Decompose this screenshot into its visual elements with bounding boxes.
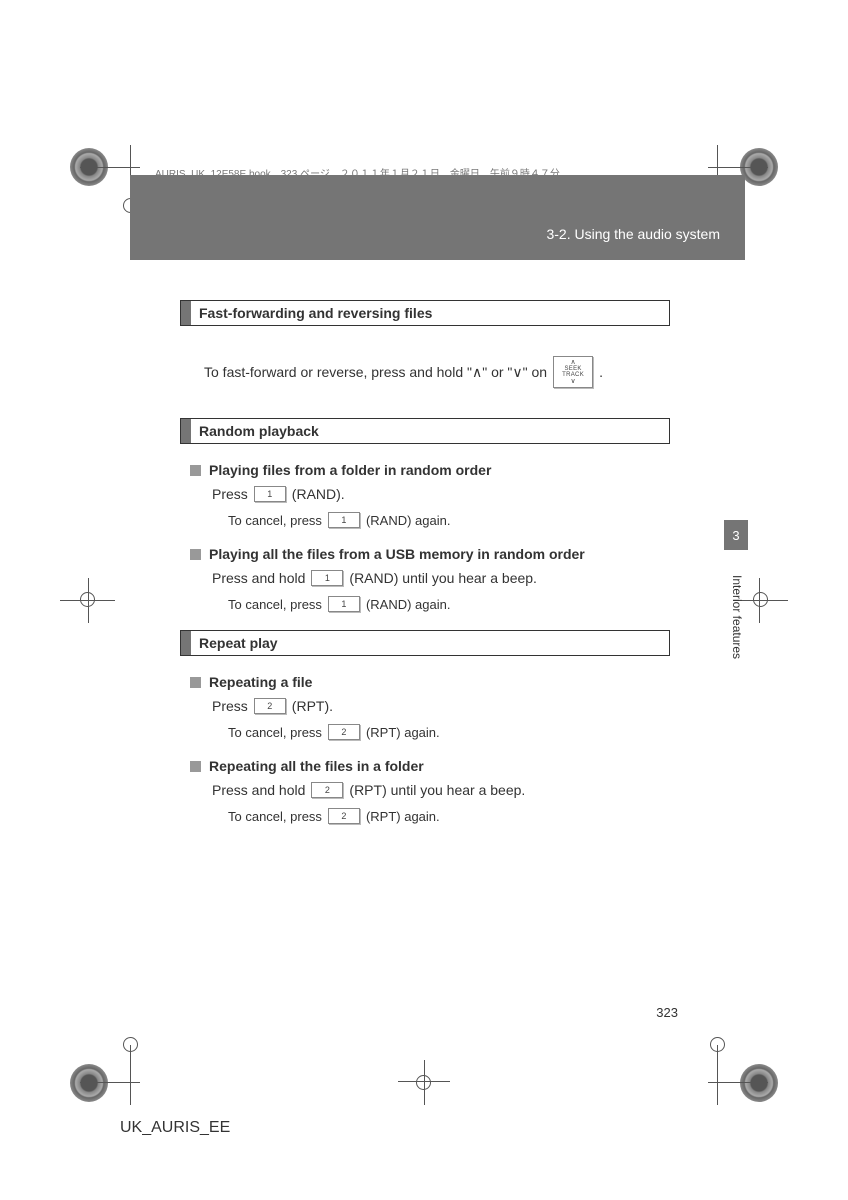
repeat-sub2-cancel: To cancel, press 2 (RPT) again. (228, 808, 670, 824)
repeat-sub1-action: Press 2 (RPT). (212, 698, 670, 714)
page-number: 323 (656, 1005, 678, 1020)
text: To fast-forward or reverse, press and ho… (204, 361, 547, 383)
button-2-icon: 2 (328, 724, 360, 740)
text: (RAND). (292, 486, 345, 502)
repeat-sub2-heading: Repeating all the files in a folder (190, 758, 670, 774)
text: To cancel, press (228, 513, 322, 528)
chapter-tab: 3 (724, 520, 748, 550)
accent-bar (181, 631, 191, 655)
text: (RPT) until you hear a beep. (349, 782, 525, 798)
crop-line (130, 1045, 131, 1105)
seek-track-button-icon: ∧ SEEK TRACK ∨ (553, 356, 593, 388)
section-title-fastforward: Fast-forwarding and reversing files (180, 300, 670, 326)
random-sub1-cancel: To cancel, press 1 (RAND) again. (228, 512, 670, 528)
text: Press (212, 486, 248, 502)
crop-line (424, 1060, 425, 1105)
section-title-text: Fast-forwarding and reversing files (191, 301, 440, 325)
text: Press and hold (212, 570, 305, 586)
random-sub2-cancel: To cancel, press 1 (RAND) again. (228, 596, 670, 612)
text: Repeating all the files in a folder (209, 758, 424, 774)
text: To cancel, press (228, 597, 322, 612)
button-1-icon: 1 (328, 512, 360, 528)
text: Playing all the files from a USB memory … (209, 546, 585, 562)
repeat-sub1-cancel: To cancel, press 2 (RPT) again. (228, 724, 670, 740)
crop-line (717, 1045, 718, 1105)
text: (RAND) again. (366, 597, 451, 612)
text: Press (212, 698, 248, 714)
button-1-icon: 1 (328, 596, 360, 612)
crop-line (80, 1082, 140, 1083)
random-sub1-action: Press 1 (RAND). (212, 486, 670, 502)
text: (RAND) again. (366, 513, 451, 528)
crop-mark-icon (70, 1064, 108, 1102)
text: Press and hold (212, 782, 305, 798)
text: (RPT) again. (366, 809, 440, 824)
header-banner-text: 3-2. Using the audio system (546, 226, 720, 242)
text: To cancel, press (228, 809, 322, 824)
section-title-repeat: Repeat play (180, 630, 670, 656)
button-2-icon: 2 (328, 808, 360, 824)
random-sub1-heading: Playing files from a folder in random or… (190, 462, 670, 478)
section-title-text: Random playback (191, 419, 327, 443)
section-title-random: Random playback (180, 418, 670, 444)
section-title-text: Repeat play (191, 631, 286, 655)
accent-bar (181, 419, 191, 443)
button-2-icon: 2 (254, 698, 286, 714)
accent-bar (181, 301, 191, 325)
text: . (599, 361, 603, 383)
text: (RPT) again. (366, 725, 440, 740)
chapter-label: Interior features (730, 575, 744, 659)
crop-line (88, 578, 89, 623)
content-area: Fast-forwarding and reversing files To f… (180, 300, 670, 842)
random-sub2-action: Press and hold 1 (RAND) until you hear a… (212, 570, 670, 586)
text: (RAND) until you hear a beep. (349, 570, 537, 586)
fastforward-body: To fast-forward or reverse, press and ho… (204, 356, 670, 388)
repeat-sub2-action: Press and hold 2 (RPT) until you hear a … (212, 782, 670, 798)
repeat-sub1-heading: Repeating a file (190, 674, 670, 690)
crop-dot-icon (710, 1037, 725, 1052)
crop-mark-icon (740, 1064, 778, 1102)
button-2-icon: 2 (311, 782, 343, 798)
crop-dot-icon (123, 1037, 138, 1052)
text: To cancel, press (228, 725, 322, 740)
button-1-icon: 1 (254, 486, 286, 502)
text: Playing files from a folder in random or… (209, 462, 491, 478)
text: Repeating a file (209, 674, 312, 690)
random-sub2-heading: Playing all the files from a USB memory … (190, 546, 670, 562)
header-banner: 3-2. Using the audio system (130, 175, 745, 260)
text: (RPT). (292, 698, 333, 714)
button-1-icon: 1 (311, 570, 343, 586)
crop-line (759, 578, 760, 623)
footer-doc-label: UK_AURIS_EE (120, 1119, 230, 1137)
crop-line (80, 167, 140, 168)
